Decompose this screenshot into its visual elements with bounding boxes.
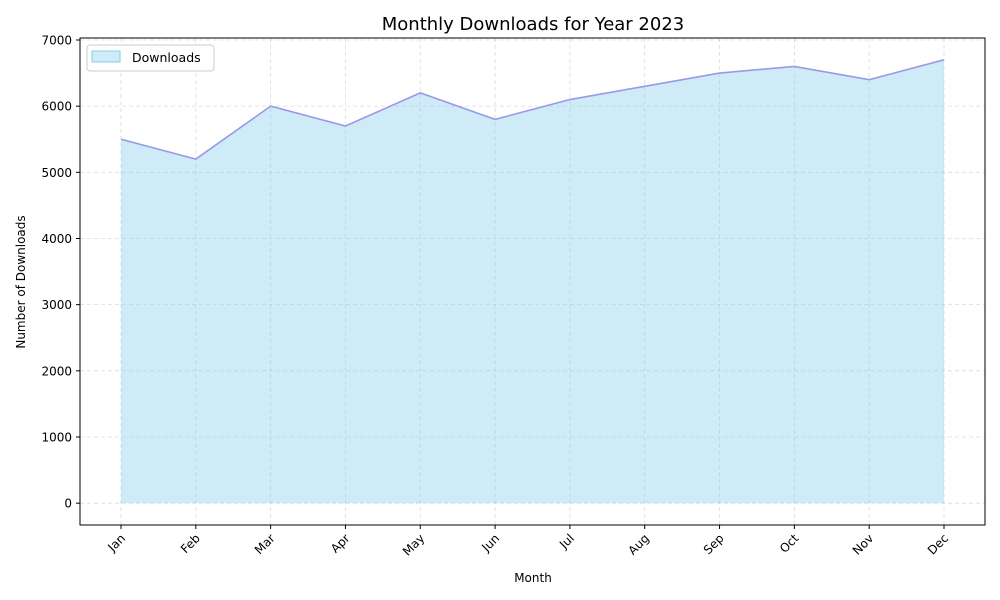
grid-layer [80,38,985,525]
x-tick-label: Sep [701,531,727,557]
y-tick-label: 3000 [41,298,72,312]
legend: Downloads [86,44,215,72]
legend-swatch [91,50,121,63]
x-tick-label: Mar [252,531,278,557]
x-tick-label: Jun [478,531,502,555]
downloads-line [120,59,945,160]
x-tick-label: Dec [925,531,951,557]
x-tick-labels: Jan Feb Mar Apr May Jun Jul Aug Sep Oct Nov Dec [104,525,951,559]
x-tick-label: Feb [178,531,203,556]
y-tick-label: 0 [64,497,72,511]
x-tick-label: Apr [328,531,353,556]
x-tick-label: Nov [850,531,876,557]
y-tick-label: 7000 [41,33,72,47]
x-axis-label: Month [514,571,552,585]
y-axis-label: Number of Downloads [14,215,28,348]
y-tick-label: 5000 [41,166,72,180]
chart-title: Monthly Downloads for Year 2023 [382,14,684,35]
y-tick-label: 1000 [41,430,72,444]
x-tick-label: Jul [556,531,577,552]
x-tick-label: May [400,531,427,558]
x-tick-label: Jan [104,531,128,555]
y-tick-label: 6000 [41,100,72,114]
y-tick-label: 4000 [41,232,72,246]
downloads-area-fill [121,59,944,504]
frame-layer [79,37,986,526]
y-tick-label: 2000 [41,364,72,378]
plot-frame [79,37,986,526]
x-tick-label: Oct [777,531,802,556]
area-layer [120,59,945,504]
x-tick-label: Aug [625,531,651,557]
legend-label-downloads: Downloads [132,50,201,65]
y-tick-labels: 0 1000 2000 3000 4000 5000 6000 7000 [41,33,80,511]
